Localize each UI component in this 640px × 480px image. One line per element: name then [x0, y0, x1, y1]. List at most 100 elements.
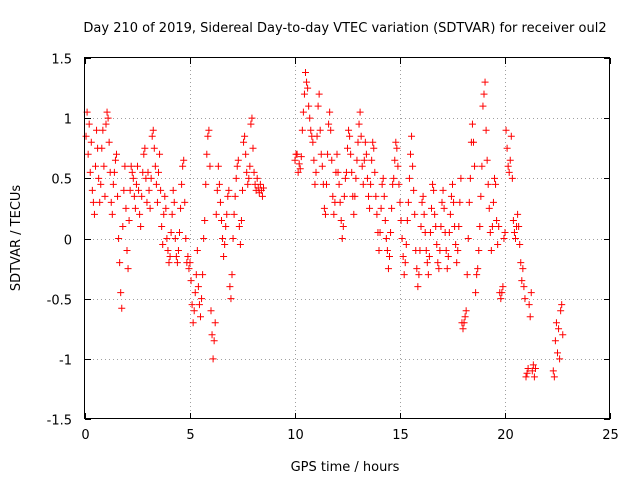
y-tick-label: -0.5 [47, 294, 72, 309]
data-point [318, 162, 326, 170]
data-point [491, 174, 498, 182]
data-point [185, 265, 193, 273]
data-point [497, 295, 505, 303]
data-point [337, 216, 345, 224]
data-point [377, 204, 385, 212]
data-point [197, 313, 204, 321]
data-point [218, 216, 225, 224]
data-point [298, 126, 306, 134]
data-point [395, 180, 403, 188]
data-point [384, 265, 392, 273]
x-tick-label: 15 [392, 428, 409, 443]
data-point [130, 192, 138, 200]
data-point [121, 162, 129, 170]
data-point [176, 228, 183, 236]
data-point [486, 228, 494, 236]
data-point [464, 235, 472, 242]
data-point [368, 156, 376, 164]
data-point [460, 319, 468, 327]
data-point [82, 132, 90, 140]
data-point [341, 174, 349, 182]
data-point [125, 216, 133, 224]
data-point [212, 210, 220, 218]
data-point [134, 162, 141, 170]
data-point [84, 150, 92, 158]
data-point [519, 265, 527, 273]
data-point [431, 210, 439, 218]
axis-ticks: 0 5 10 15 20 25 -1.5 -1 -0.5 0 0.5 1 1.5 [47, 53, 619, 444]
data-point [247, 120, 255, 128]
data-point [156, 150, 164, 158]
data-point [168, 210, 176, 218]
data-point [505, 168, 513, 176]
data-point [177, 204, 185, 212]
data-point [383, 247, 391, 255]
data-point [317, 150, 325, 158]
data-point [305, 102, 313, 110]
data-point [362, 150, 370, 158]
data-point [494, 241, 502, 249]
data-point [454, 247, 462, 255]
data-point [199, 271, 207, 279]
data-point [312, 168, 320, 176]
data-point [310, 156, 318, 164]
data-point [114, 192, 122, 200]
data-point [209, 355, 217, 363]
data-point [438, 198, 446, 206]
data-point [165, 259, 173, 267]
data-point [111, 156, 119, 164]
data-point [122, 204, 130, 212]
data-point [205, 126, 213, 134]
data-point [344, 144, 351, 152]
data-point [531, 364, 539, 372]
data-point [340, 192, 348, 200]
data-point [230, 210, 238, 218]
chart-title: Day 210 of 2019, Sidereal Day-to-day VTE… [83, 21, 606, 36]
data-point [314, 102, 322, 110]
data-point [510, 228, 518, 236]
data-point [85, 120, 93, 128]
data-point [224, 192, 232, 200]
data-point [399, 253, 407, 261]
data-point [365, 192, 372, 200]
data-point [101, 192, 109, 200]
data-point [102, 120, 110, 128]
data-point [386, 253, 393, 261]
data-point [473, 271, 481, 279]
data-point [430, 186, 438, 194]
data-point [93, 126, 101, 134]
data-point [394, 162, 402, 170]
data-point [144, 168, 152, 176]
data-point [520, 283, 528, 291]
data-point [482, 126, 490, 134]
data-point [446, 210, 454, 218]
data-point [481, 78, 489, 86]
data-point [148, 132, 156, 140]
data-point [422, 247, 430, 255]
data-point [86, 168, 94, 176]
data-point [420, 210, 428, 218]
data-point [206, 162, 214, 170]
data-point [485, 204, 493, 212]
data-point [371, 168, 379, 176]
data-point [131, 204, 139, 212]
data-point [98, 144, 106, 152]
data-point [516, 241, 524, 249]
data-point [242, 150, 250, 158]
data-point [527, 289, 535, 297]
data-point [529, 361, 537, 369]
data-point [367, 180, 375, 188]
data-point [171, 235, 179, 242]
data-point [159, 241, 167, 249]
data-point [504, 162, 512, 170]
data-point [146, 204, 154, 212]
data-point [530, 373, 538, 381]
data-points [82, 68, 567, 381]
data-point [211, 319, 219, 327]
data-point [161, 192, 169, 200]
data-point [345, 126, 353, 134]
data-point [119, 222, 127, 230]
data-point [476, 222, 484, 230]
data-point [363, 174, 371, 182]
data-point [426, 228, 434, 236]
